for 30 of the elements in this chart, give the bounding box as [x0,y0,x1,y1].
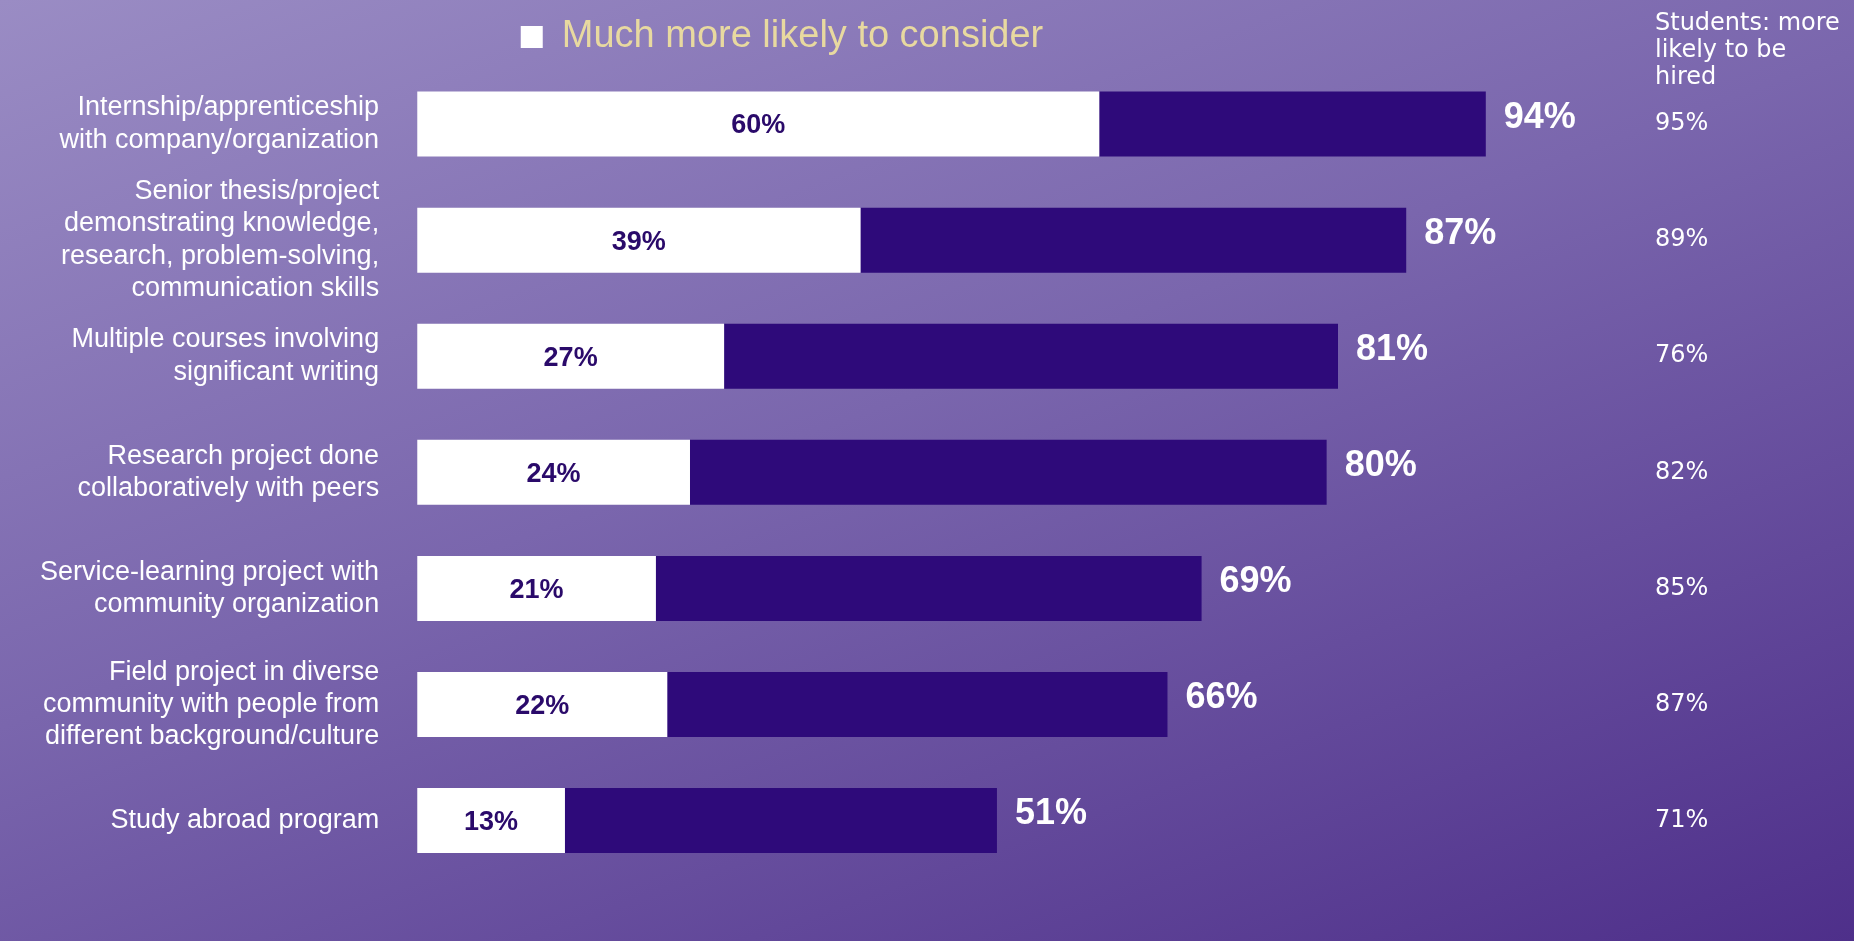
y-tick-label: Senior thesis/project demonstrating knowledge, research, problem-solving, communication skills [61,174,380,303]
y-tick-label: Study abroad program [110,804,380,835]
data-label: 24% [526,457,581,488]
data-label: 39% [611,225,666,256]
data-label: 21% [509,573,564,604]
text: 87% [1655,688,1709,717]
data-label: 22% [515,689,570,720]
y-tick-label: Research project done collaboratively with peers [77,439,380,502]
text: Students: more likely to be hired [1655,8,1840,90]
total-label: 51% [1014,791,1088,833]
total-label: 94% [1503,94,1576,136]
text: 71% [1655,804,1709,833]
text: 76% [1655,340,1709,369]
total-label: 66% [1185,675,1258,717]
legend-label: Much more likely to consider [561,13,1044,56]
text: 82% [1655,456,1709,485]
text: 89% [1655,224,1709,253]
y-tick-label: Multiple courses involving significant writing [71,323,380,386]
text: 85% [1655,572,1709,601]
y-tick-label: Field project in diverse community with people from different background/culture [43,655,380,751]
y-tick-label: Service-learning project with community organization [39,555,380,619]
text: 95% [1655,108,1709,137]
total-label: 87% [1424,211,1497,253]
data-label: 13% [464,806,519,837]
total-label: 80% [1344,443,1417,485]
total-label: 81% [1356,327,1429,369]
total-label: 69% [1219,559,1292,601]
data-label: 27% [543,341,598,372]
data-label: 60% [731,109,786,140]
y-tick-label: Internship/apprenticeship with company/organization [58,91,380,154]
